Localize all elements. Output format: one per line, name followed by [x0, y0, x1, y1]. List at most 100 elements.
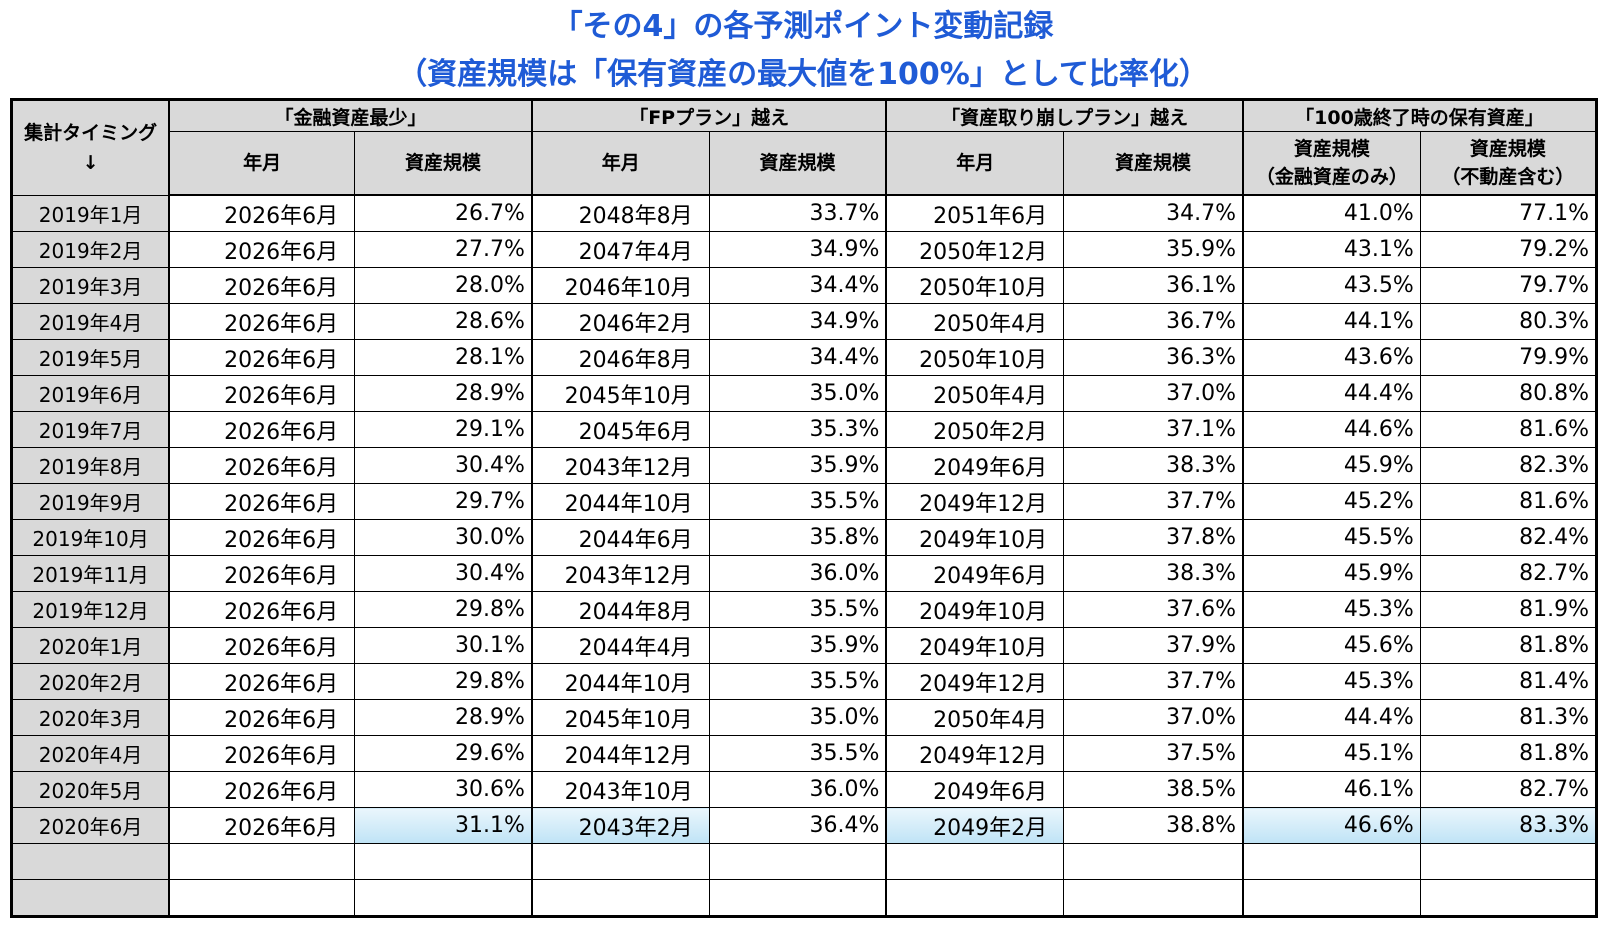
cell-percent: 29.6% [354, 735, 533, 772]
cell-percent: 28.9% [354, 699, 533, 736]
cell-year-month: 2026年6月 [168, 555, 356, 592]
cell-year-month: 2045年10月 [531, 375, 710, 412]
cell-year-month: 2050年4月 [885, 375, 1065, 412]
cell-percent: 27.7% [354, 231, 533, 268]
row-label: 2019年4月 [11, 303, 171, 340]
cell-year-month: 2049年10月 [885, 627, 1065, 664]
cell-percent: 28.9% [354, 375, 533, 412]
row-label: 2019年2月 [11, 231, 171, 268]
table-row: 2020年5月 2026年6月 30.6% 2043年10月 36.0% 2049年6月 3… [11, 771, 1598, 808]
group-header-min-financial: 「金融資産最少」 [168, 99, 533, 132]
cell-year-month: 2026年6月 [168, 447, 356, 484]
row-label: 2019年8月 [11, 447, 171, 484]
cell-percent: 45.3% [1242, 663, 1421, 700]
cell-percent: 38.3% [1063, 555, 1244, 592]
cell-year-month: 2026年6月 [168, 771, 356, 808]
empty-cell [168, 879, 356, 917]
sub-header-text: （不動産含む） [1441, 166, 1575, 188]
sub-header-scale: 資産規模 [708, 131, 888, 196]
group-header-fp-plan: 「FPプラン」越え [531, 99, 888, 132]
table-row: 2019年1月 2026年6月 26.7% 2048年8月 33.7% 2051年6月 34… [11, 194, 1598, 232]
row-label [11, 879, 171, 917]
cell-year-month: 2044年6月 [531, 519, 710, 556]
cell-percent: 33.7% [708, 194, 888, 232]
cell-percent: 36.1% [1063, 267, 1244, 304]
cell-percent: 82.4% [1419, 519, 1598, 556]
cell-percent: 35.9% [708, 447, 888, 484]
sub-header-text: （金融資産のみ） [1255, 166, 1408, 188]
cell-year-month: 2026年6月 [168, 807, 356, 844]
cell-percent: 44.6% [1242, 411, 1421, 448]
cell-percent: 38.3% [1063, 447, 1244, 484]
cell-year-month: 2026年6月 [168, 303, 356, 340]
cell-percent: 37.7% [1063, 663, 1244, 700]
empty-cell [1063, 843, 1244, 880]
cell-year-month: 2043年12月 [531, 555, 710, 592]
table-body: 2019年1月 2026年6月 26.7% 2048年8月 33.7% 2051年6月 34… [11, 194, 1598, 917]
sub-header-scale-financial-only: 資産規模 （金融資産のみ） [1242, 131, 1421, 196]
row-label: 2019年1月 [11, 194, 171, 232]
cell-year-month: 2050年10月 [885, 267, 1065, 304]
cell-percent: 31.1% [354, 807, 533, 844]
cell-percent: 36.7% [1063, 303, 1244, 340]
cell-percent: 36.0% [708, 555, 888, 592]
cell-year-month: 2043年12月 [531, 447, 710, 484]
table-row: 2020年2月 2026年6月 29.8% 2044年10月 35.5% 2049年12月… [11, 663, 1598, 700]
cell-percent: 26.7% [354, 194, 533, 232]
cell-year-month: 2051年6月 [885, 194, 1065, 232]
empty-row [11, 843, 1598, 880]
cell-percent: 30.1% [354, 627, 533, 664]
title-line-2: （資産規模は「保有資産の最大値を100%」として比率化） [397, 57, 1209, 92]
cell-year-month: 2049年12月 [885, 483, 1065, 520]
cell-percent: 37.5% [1063, 735, 1244, 772]
table-row: 2019年9月 2026年6月 29.7% 2044年10月 35.5% 2049年12月… [11, 483, 1598, 520]
cell-percent: 45.9% [1242, 555, 1421, 592]
cell-year-month: 2050年10月 [885, 339, 1065, 376]
cell-percent: 45.3% [1242, 591, 1421, 628]
corner-label: 集計タイミング [24, 121, 158, 144]
cell-percent: 34.7% [1063, 194, 1244, 232]
cell-year-month: 2048年8月 [531, 194, 710, 232]
sub-header-scale-with-real-estate: 資産規模 （不動産含む） [1419, 131, 1598, 196]
group-header-age100-assets: 「100歳終了時の保有資産」 [1242, 99, 1597, 132]
row-label: 2020年4月 [11, 735, 171, 772]
empty-cell [531, 879, 710, 917]
cell-year-month: 2044年10月 [531, 483, 710, 520]
cell-year-month: 2050年4月 [885, 303, 1065, 340]
cell-percent: 30.4% [354, 555, 533, 592]
cell-year-month: 2045年10月 [531, 699, 710, 736]
cell-year-month: 2043年10月 [531, 771, 710, 808]
cell-percent: 35.3% [708, 411, 888, 448]
table-row: 2019年11月 2026年6月 30.4% 2043年12月 36.0% 2049年6月… [11, 555, 1598, 592]
table-row: 2020年4月 2026年6月 29.6% 2044年12月 35.5% 2049年12月… [11, 735, 1598, 772]
cell-percent: 45.6% [1242, 627, 1421, 664]
empty-cell [708, 879, 888, 917]
cell-percent: 81.8% [1419, 627, 1598, 664]
table-row: 2020年6月 2026年6月 31.1% 2043年2月 36.4% 2049年2月 38… [11, 807, 1598, 844]
cell-percent: 35.5% [708, 663, 888, 700]
cell-percent: 81.8% [1419, 735, 1598, 772]
cell-percent: 29.8% [354, 663, 533, 700]
row-label: 2020年2月 [11, 663, 171, 700]
cell-percent: 83.3% [1419, 807, 1598, 844]
row-label: 2019年9月 [11, 483, 171, 520]
cell-year-month: 2044年4月 [531, 627, 710, 664]
empty-cell [1242, 843, 1421, 880]
cell-percent: 80.8% [1419, 375, 1598, 412]
empty-cell [885, 843, 1065, 880]
cell-year-month: 2026年6月 [168, 519, 356, 556]
empty-cell [354, 879, 533, 917]
cell-percent: 81.3% [1419, 699, 1598, 736]
empty-cell [354, 843, 533, 880]
cell-year-month: 2049年2月 [885, 807, 1065, 844]
cell-percent: 36.4% [708, 807, 888, 844]
empty-row [11, 879, 1598, 917]
cell-percent: 43.6% [1242, 339, 1421, 376]
row-label: 2019年10月 [11, 519, 171, 556]
cell-percent: 30.4% [354, 447, 533, 484]
row-label: 2020年3月 [11, 699, 171, 736]
row-label: 2019年6月 [11, 375, 171, 412]
cell-percent: 80.3% [1419, 303, 1598, 340]
row-label: 2020年5月 [11, 771, 171, 808]
cell-year-month: 2044年12月 [531, 735, 710, 772]
